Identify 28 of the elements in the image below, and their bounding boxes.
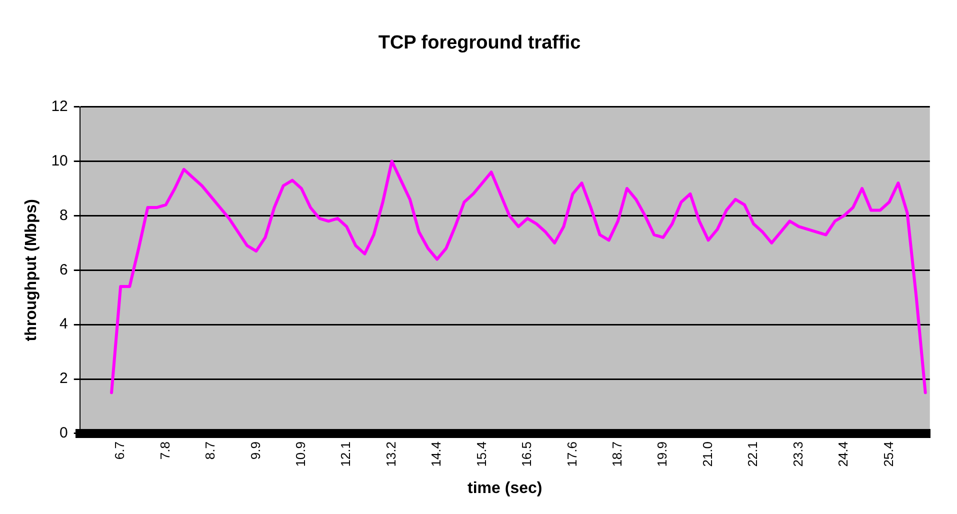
y-tick-label: 12 [51, 98, 68, 115]
x-tick-label: 23.3 [790, 442, 806, 467]
x-tick-label: 9.9 [248, 442, 263, 460]
x-tick-label: 13.2 [383, 442, 398, 467]
y-tick-label: 2 [60, 370, 68, 388]
x-tick-label: 7.8 [157, 442, 172, 460]
x-tick-label: 25.4 [880, 442, 896, 467]
x-tick-label: 6.7 [112, 442, 128, 460]
x-tick-label: 10.9 [293, 442, 308, 467]
x-tick-label: 24.4 [836, 442, 851, 467]
x-tick-label: 8.7 [202, 442, 218, 460]
y-axis-title: throughput (Mbps) [23, 199, 40, 342]
x-tick-label: 21.0 [700, 442, 715, 467]
y-tick-label: 4 [60, 316, 68, 333]
y-tick-label: 6 [60, 261, 68, 278]
x-tick-label: 19.9 [654, 442, 670, 467]
chart-title: TCP foreground traffic [378, 32, 582, 54]
x-tick-label: 15.4 [474, 442, 489, 467]
y-tick-label: 0 [60, 424, 68, 442]
x-tick-label: 22.1 [745, 442, 760, 467]
x-axis-title: time (sec) [468, 480, 542, 497]
y-tick-label: 8 [60, 206, 68, 224]
x-tick-label: 16.5 [519, 442, 534, 467]
x-tick-label: 14.4 [428, 442, 444, 467]
x-tick-label: 17.6 [564, 442, 580, 467]
y-tick-label: 10 [51, 152, 68, 170]
x-tick-label: 18.7 [609, 442, 624, 467]
x-tick-label: 12.1 [338, 442, 354, 467]
